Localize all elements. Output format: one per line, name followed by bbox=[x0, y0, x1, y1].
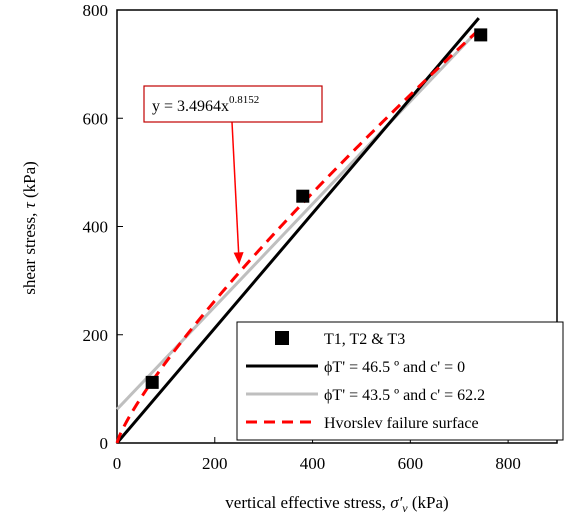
x-tick-label: 0 bbox=[113, 454, 122, 473]
x-tick-label: 600 bbox=[398, 454, 424, 473]
equation-annotation: y = 3.4964x0.8152 bbox=[143, 85, 323, 265]
y-axis-title-unit: (kPa) bbox=[20, 161, 39, 202]
annotation-arrowhead bbox=[233, 252, 244, 265]
legend-label: Hvorslev failure surface bbox=[324, 415, 479, 432]
legend-label: ϕT' = 43.5 º and c' = 62.2 bbox=[324, 387, 485, 404]
series-line-1 bbox=[115, 17, 480, 444]
annotation-equation: y = 3.4964x0.8152 bbox=[152, 94, 259, 115]
annotation-box bbox=[143, 85, 323, 123]
legend-label: T1, T2 & T3 bbox=[324, 331, 405, 348]
y-axis-title-symbol: τ bbox=[20, 201, 39, 208]
x-axis-title-unit: (kPa) bbox=[408, 493, 449, 512]
x-tick-label: 200 bbox=[202, 454, 228, 473]
y-axis: 0 200 400 600 800 bbox=[83, 1, 123, 453]
data-point bbox=[145, 375, 159, 389]
y-axis-title: shear stress, τ (kPa) bbox=[20, 161, 39, 295]
data-point bbox=[296, 189, 310, 203]
annotation-arrow bbox=[231, 121, 240, 253]
x-tick-label: 400 bbox=[300, 454, 326, 473]
series-layer bbox=[115, 17, 488, 444]
annotation-equation-main: y = 3.4964x bbox=[152, 98, 229, 115]
y-tick-label: 200 bbox=[83, 326, 109, 345]
x-axis-title-subscript: v bbox=[402, 501, 408, 515]
y-tick-label: 0 bbox=[100, 434, 109, 453]
series-hvorslev-curve bbox=[115, 28, 480, 444]
y-tick-label: 400 bbox=[83, 218, 109, 237]
x-tick-label: 800 bbox=[495, 454, 521, 473]
x-axis-title: vertical effective stress, σ′v (kPa) bbox=[225, 493, 448, 515]
legend: T1, T2 & T3 ϕT' = 46.5 º and c' = 0 ϕT' = … bbox=[236, 321, 564, 441]
legend-marker-square bbox=[275, 331, 289, 345]
x-axis-title-main: vertical effective stress, bbox=[225, 493, 390, 512]
x-axis-title-symbol: σ′ bbox=[390, 493, 402, 512]
y-axis-title-main: shear stress, bbox=[20, 208, 39, 294]
y-tick-label: 600 bbox=[83, 109, 109, 128]
legend-box bbox=[236, 321, 564, 441]
legend-label: ϕT' = 46.5 º and c' = 0 bbox=[324, 359, 465, 376]
x-axis: 0 200 400 600 800 bbox=[113, 437, 521, 473]
annotation-equation-exponent: 0.8152 bbox=[229, 94, 259, 106]
data-point bbox=[474, 28, 488, 42]
y-tick-label: 800 bbox=[83, 1, 109, 20]
